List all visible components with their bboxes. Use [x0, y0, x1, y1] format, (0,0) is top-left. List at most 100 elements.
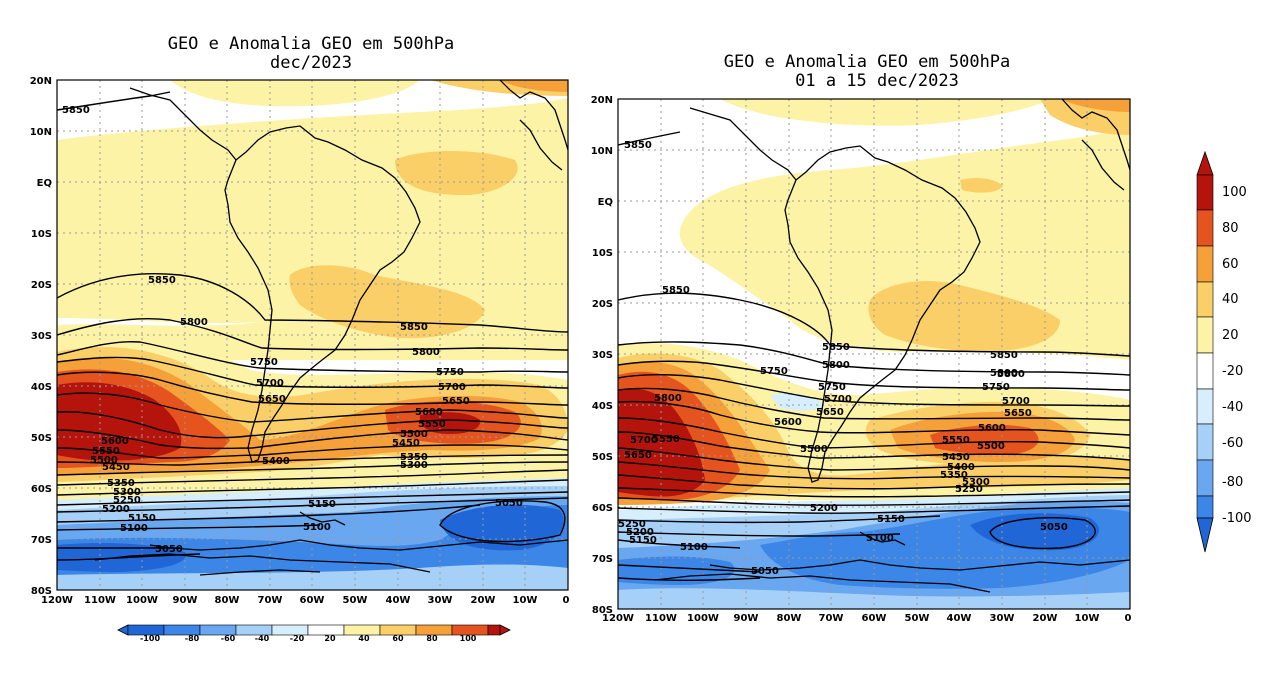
- contour-label: 5500: [400, 429, 428, 440]
- lat-tick-label: 30S: [592, 350, 613, 361]
- map-right-contour-labels: 5850 5850 5850 5800 5750 5800 5750 5700 …: [618, 140, 1068, 577]
- contour-label: 5500: [800, 444, 828, 455]
- map-right-coastline: [654, 99, 1130, 593]
- lat-tick-label: 30S: [31, 331, 52, 342]
- contour-label: 5250: [955, 484, 983, 495]
- contour-label: 5650: [442, 396, 470, 407]
- map-left-title-line1: GEO e Anomalia GEO em 500hPa: [168, 34, 455, 54]
- contour-label: 5750: [760, 366, 788, 377]
- colorbar-label: 20: [324, 634, 336, 643]
- lat-tick-label: 40S: [31, 382, 52, 393]
- lat-tick-label: 10S: [592, 248, 613, 259]
- map-right-lat-axis: 20N 10N EQ 10S 20S 30S 40S 50S 60S 70S 8…: [591, 95, 613, 616]
- lat-tick-label: 60S: [592, 503, 613, 514]
- colorbar-label: -20: [1222, 364, 1243, 379]
- map-right-field: 5850 5850 5850 5800 5750 5800 5750 5700 …: [618, 99, 1130, 609]
- contour-label: 5450: [942, 452, 970, 463]
- contour-label: 5100: [680, 542, 708, 553]
- colorbar-label: 20: [1222, 328, 1239, 343]
- lat-tick-label: 50S: [31, 433, 52, 444]
- contour-label: 5350: [107, 478, 135, 489]
- lat-tick-label: 10N: [30, 127, 52, 138]
- map-left-frame: [56, 79, 569, 591]
- contour-label: 5200: [626, 527, 654, 538]
- contour-label: 5850: [662, 285, 690, 296]
- contour-label: 5700: [630, 435, 658, 446]
- lon-tick-label: 50W: [343, 595, 368, 606]
- contour-label: 5300: [400, 460, 428, 471]
- lon-tick-label: 90W: [173, 595, 198, 606]
- lon-tick-label: 30W: [990, 613, 1015, 624]
- contour-label: 5800: [180, 317, 208, 328]
- colorbar-label: 100: [1222, 185, 1247, 200]
- lat-tick-label: 50S: [592, 452, 613, 463]
- lat-tick-label: 10S: [31, 229, 52, 240]
- lon-tick-label: 40W: [386, 595, 411, 606]
- lat-tick-label: EQ: [598, 197, 613, 208]
- contour-label: 5400: [262, 456, 290, 467]
- contour-label: 5500: [977, 441, 1005, 452]
- contour-label: 5750: [982, 382, 1010, 393]
- lon-tick-label: 80W: [777, 613, 802, 624]
- contour-label: 5050: [751, 566, 779, 577]
- contour-label: 5150: [629, 535, 657, 546]
- contour-label: 5750: [818, 382, 846, 393]
- lat-tick-label: 80S: [592, 605, 613, 616]
- contour-label: 5650: [258, 394, 286, 405]
- colorbar-label: 80: [1222, 221, 1239, 236]
- contour-label: 5800: [990, 368, 1018, 379]
- colorbar-label: -40: [255, 634, 270, 643]
- lon-tick-label: 60W: [862, 613, 887, 624]
- map-left: GEO e Anomalia GEO em 500hPa dec/2023: [30, 34, 570, 606]
- colorbar-label: 100: [460, 634, 477, 643]
- contour-label: 5650: [624, 450, 652, 461]
- contour-label: 5300: [962, 477, 990, 488]
- contour-label: 5600: [774, 417, 802, 428]
- colorbar-label: -80: [185, 634, 200, 643]
- map-right-frame: [617, 98, 1131, 610]
- contour-label: 5350: [940, 470, 968, 481]
- lon-tick-label: 20W: [471, 595, 496, 606]
- lon-tick-label: 20W: [1033, 613, 1058, 624]
- lat-tick-label: 60S: [31, 484, 52, 495]
- map-right-title-line2: 01 a 15 dec/2023: [795, 71, 959, 91]
- map-left-title-line2: dec/2023: [270, 53, 352, 73]
- lon-tick-label: 120W: [602, 613, 634, 624]
- contour-label: 5200: [102, 504, 130, 515]
- lat-tick-label: 40S: [592, 401, 613, 412]
- contour-label: 5600: [101, 436, 129, 447]
- contour-label: 5700: [824, 394, 852, 405]
- map-right: GEO e Anomalia GEO em 500hPa 01 a 15 dec…: [591, 52, 1132, 624]
- map-right-title-line1: GEO e Anomalia GEO em 500hPa: [724, 52, 1011, 72]
- contour-label: 5100: [120, 523, 148, 534]
- contour-label: 5800: [822, 360, 850, 371]
- lat-tick-label: EQ: [37, 178, 52, 189]
- lat-tick-label: 10N: [591, 146, 613, 157]
- contour-label: 5150: [128, 513, 156, 524]
- contour-label: 5750: [250, 357, 278, 368]
- lon-tick-label: 30W: [428, 595, 453, 606]
- colorbar-label: 40: [358, 634, 370, 643]
- lon-tick-label: 0: [1125, 613, 1132, 624]
- colorbar-label: -100: [140, 634, 160, 643]
- lon-tick-label: 0: [563, 595, 570, 606]
- lat-tick-label: 20N: [30, 76, 52, 87]
- map-left-field: 5850 5850 5800 5850 5800 5750 5700 5650 …: [57, 80, 568, 590]
- contour-label: 5250: [618, 519, 646, 530]
- colorbar-label: -100: [1222, 511, 1252, 526]
- contour-label: 5550: [92, 446, 120, 457]
- contour-label: 5050: [495, 498, 523, 509]
- lat-tick-label: 80S: [31, 586, 52, 597]
- contour-label: 5500: [90, 455, 118, 466]
- contour-label: 5850: [62, 105, 90, 116]
- contour-label: 5200: [810, 503, 838, 514]
- map-left-coastline: [94, 80, 568, 576]
- contour-label: 5050: [155, 544, 183, 555]
- colorbar-label: 60: [392, 634, 404, 643]
- contour-label: 5800: [997, 369, 1025, 380]
- contour-label: 5100: [866, 533, 894, 544]
- lon-tick-label: 110W: [645, 613, 677, 624]
- map-left-lon-axis: 120W 110W 100W 90W 80W 70W 60W 50W 40W 3…: [41, 595, 569, 606]
- contour-label: 5550: [652, 434, 680, 445]
